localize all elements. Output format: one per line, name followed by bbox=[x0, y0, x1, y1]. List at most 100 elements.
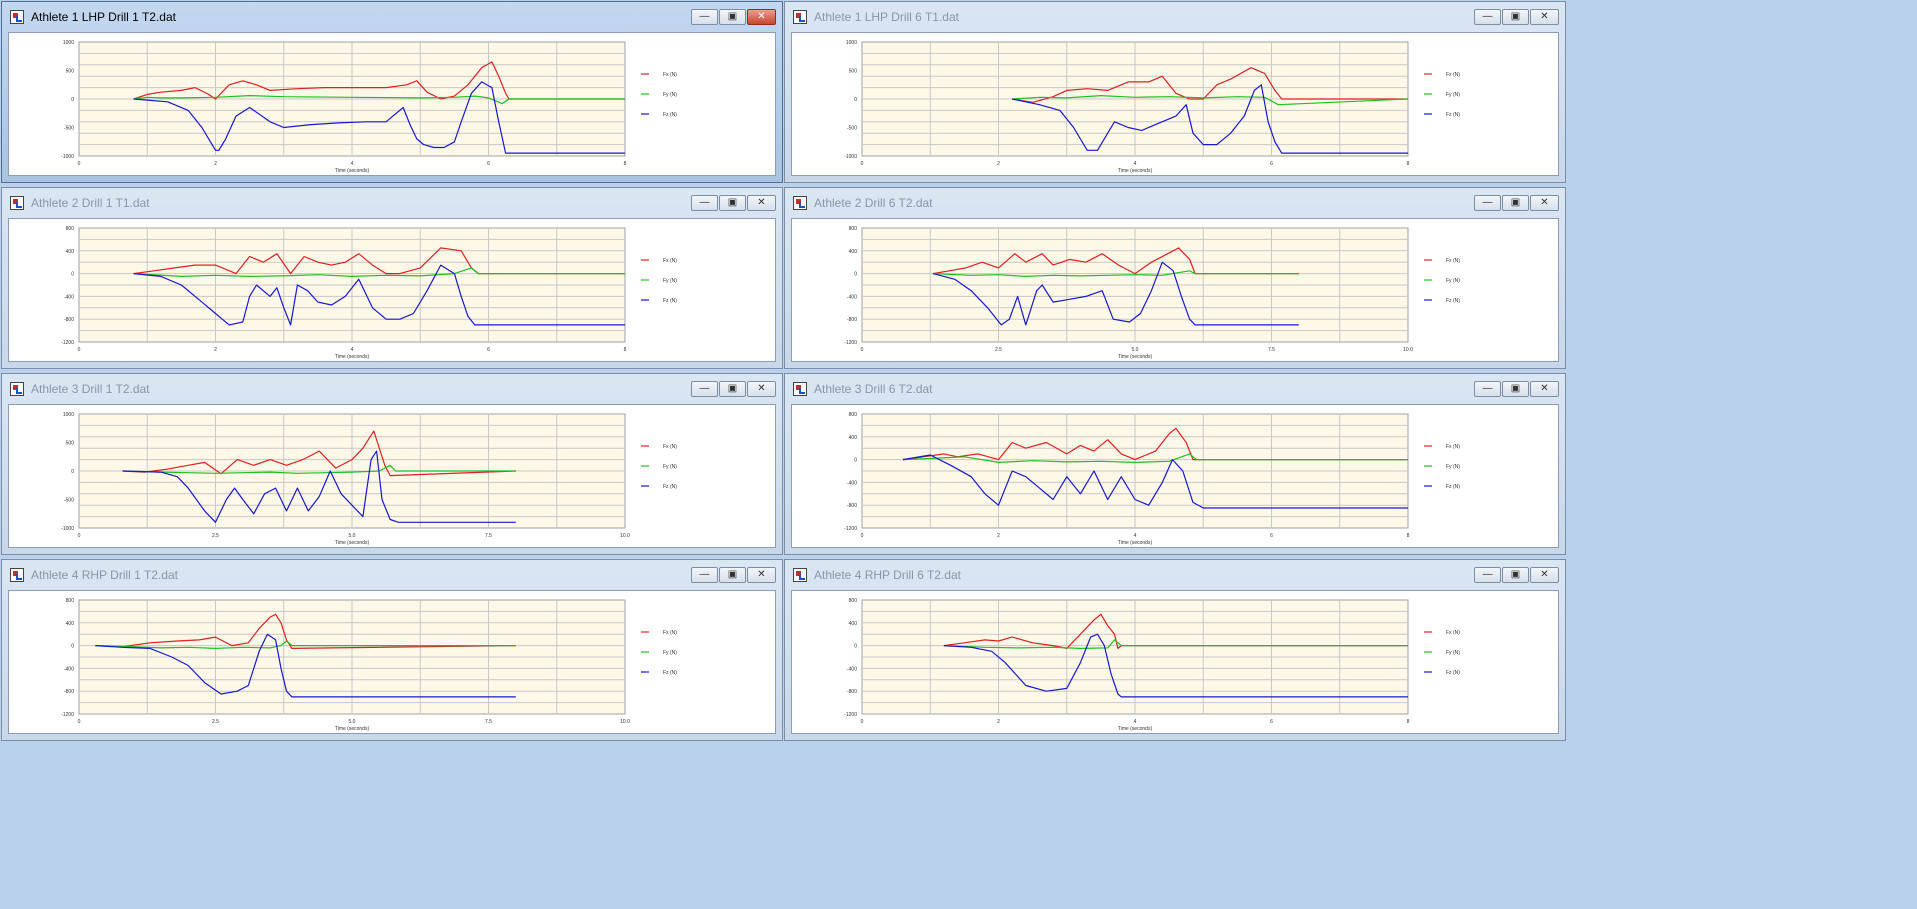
chart-area: 800 400 0 -400 -800 -1200 0 2 4 6 8 Time (seconds) F… bbox=[791, 590, 1559, 734]
minimize-button[interactable]: — bbox=[1474, 195, 1501, 211]
close-button[interactable]: ✕ bbox=[747, 9, 776, 25]
chart-window[interactable]: Athlete 2 Drill 6 T2.dat — ▣ ✕ 800 400 0 -400 -8… bbox=[784, 187, 1566, 369]
minimize-button[interactable]: — bbox=[691, 567, 718, 583]
minimize-button[interactable]: — bbox=[1474, 381, 1501, 397]
close-button[interactable]: ✕ bbox=[1530, 381, 1559, 397]
close-button[interactable]: ✕ bbox=[747, 195, 776, 211]
y-tick-label: -400 bbox=[847, 294, 857, 300]
window-titlebar[interactable]: Athlete 4 RHP Drill 1 T2.dat — ▣ ✕ bbox=[2, 560, 782, 590]
series-line-fy bbox=[1012, 94, 1409, 106]
x-axis-label: Time (seconds) bbox=[335, 540, 370, 546]
close-button[interactable]: ✕ bbox=[747, 567, 776, 583]
maximize-button[interactable]: ▣ bbox=[719, 9, 746, 25]
app-icon[interactable] bbox=[793, 568, 807, 582]
window-titlebar[interactable]: Athlete 1 LHP Drill 6 T1.dat — ▣ ✕ bbox=[785, 2, 1565, 32]
close-button[interactable]: ✕ bbox=[747, 381, 776, 397]
series-line-fy bbox=[122, 464, 516, 474]
line-chart: 800 400 0 -400 -800 -1200 0 2 4 6 8 Time (seconds) F… bbox=[844, 412, 1460, 546]
minimize-button[interactable]: — bbox=[691, 381, 718, 397]
y-tick-label: 400 bbox=[66, 249, 75, 255]
x-axis-label: Time (seconds) bbox=[1118, 354, 1153, 360]
close-button[interactable]: ✕ bbox=[1530, 9, 1559, 25]
window-title: Athlete 4 RHP Drill 1 T2.dat bbox=[31, 568, 178, 582]
app-icon[interactable] bbox=[793, 10, 807, 24]
minimize-button[interactable]: — bbox=[1474, 9, 1501, 25]
chart-window[interactable]: Athlete 2 Drill 1 T1.dat — ▣ ✕ 800 400 0 -400 -8… bbox=[1, 187, 783, 369]
chart-window[interactable]: Athlete 1 LHP Drill 1 T2.dat — ▣ ✕ 1000 500 0-… bbox=[1, 1, 783, 183]
chart-window[interactable]: Athlete 4 RHP Drill 1 T2.dat — ▣ ✕ 800 400 0 -4… bbox=[1, 559, 783, 741]
app-icon[interactable] bbox=[793, 382, 807, 396]
x-axis-label: Time (seconds) bbox=[335, 354, 370, 360]
minimize-icon: — bbox=[1482, 383, 1493, 394]
maximize-button[interactable]: ▣ bbox=[1502, 195, 1529, 211]
legend-label: Fx (N) bbox=[1446, 444, 1460, 450]
close-icon: ✕ bbox=[1540, 197, 1549, 208]
y-tick-label: -800 bbox=[847, 317, 857, 323]
app-icon[interactable] bbox=[793, 196, 807, 210]
window-titlebar[interactable]: Athlete 1 LHP Drill 1 T2.dat — ▣ ✕ bbox=[2, 2, 782, 32]
y-tick-label: 400 bbox=[849, 621, 858, 627]
x-axis-label: Time (seconds) bbox=[335, 168, 370, 174]
y-tick-label: 800 bbox=[849, 598, 858, 604]
chart-window[interactable]: Athlete 3 Drill 6 T2.dat — ▣ ✕ 800 400 0 -400 -8… bbox=[784, 373, 1566, 555]
minimize-icon: — bbox=[1482, 569, 1493, 580]
y-tick-label: 500 bbox=[66, 69, 75, 75]
maximize-button[interactable]: ▣ bbox=[719, 195, 746, 211]
maximize-button[interactable]: ▣ bbox=[1502, 567, 1529, 583]
series-line-fx bbox=[95, 613, 516, 650]
maximize-button[interactable]: ▣ bbox=[1502, 9, 1529, 25]
window-titlebar[interactable]: Athlete 3 Drill 6 T2.dat — ▣ ✕ bbox=[785, 374, 1565, 404]
x-tick-label: 6 bbox=[487, 161, 490, 167]
x-tick-label: 2.5 bbox=[212, 533, 219, 539]
y-tick-label: -800 bbox=[847, 503, 857, 509]
close-icon: ✕ bbox=[757, 569, 766, 580]
y-tick-label: -1200 bbox=[844, 526, 857, 532]
app-icon[interactable] bbox=[10, 568, 24, 582]
window-titlebar[interactable]: Athlete 3 Drill 1 T2.dat — ▣ ✕ bbox=[2, 374, 782, 404]
legend-label: Fx (N) bbox=[663, 444, 677, 450]
chart-window[interactable]: Athlete 1 LHP Drill 6 T1.dat — ▣ ✕ 1000 500 0-… bbox=[784, 1, 1566, 183]
y-tick-label: 500 bbox=[849, 69, 858, 75]
close-icon: ✕ bbox=[1540, 11, 1549, 22]
window-titlebar[interactable]: Athlete 4 RHP Drill 6 T2.dat — ▣ ✕ bbox=[785, 560, 1565, 590]
minimize-button[interactable]: — bbox=[691, 195, 718, 211]
maximize-icon: ▣ bbox=[727, 569, 738, 580]
app-icon[interactable] bbox=[10, 10, 24, 24]
line-chart: 1000 500 0 -500 -1000 0 2.5 5.0 7.5 10.0 Time (sec… bbox=[61, 412, 677, 546]
maximize-button[interactable]: ▣ bbox=[719, 567, 746, 583]
x-tick-label: 2 bbox=[214, 347, 217, 353]
legend-label: Fx (N) bbox=[1446, 630, 1460, 636]
x-tick-label: 8 bbox=[624, 161, 627, 167]
window-title: Athlete 3 Drill 6 T2.dat bbox=[814, 382, 933, 396]
chart-window[interactable]: Athlete 4 RHP Drill 6 T2.dat — ▣ ✕ 800 400 0 -4… bbox=[784, 559, 1566, 741]
legend-label: Fy (N) bbox=[663, 278, 677, 284]
close-button[interactable]: ✕ bbox=[1530, 567, 1559, 583]
y-tick-label: -500 bbox=[847, 126, 857, 132]
chart-window[interactable]: Athlete 3 Drill 1 T2.dat — ▣ ✕ 1000 500 0 -500 -… bbox=[1, 373, 783, 555]
x-tick-label: 0 bbox=[861, 347, 864, 353]
x-tick-label: 7.5 bbox=[485, 533, 492, 539]
y-tick-label: 0 bbox=[71, 272, 74, 278]
window-titlebar[interactable]: Athlete 2 Drill 1 T1.dat — ▣ ✕ bbox=[2, 188, 782, 218]
maximize-button[interactable]: ▣ bbox=[719, 381, 746, 397]
close-button[interactable]: ✕ bbox=[1530, 195, 1559, 211]
minimize-button[interactable]: — bbox=[1474, 567, 1501, 583]
window-title: Athlete 2 Drill 6 T2.dat bbox=[814, 196, 933, 210]
minimize-button[interactable]: — bbox=[691, 9, 718, 25]
maximize-button[interactable]: ▣ bbox=[1502, 381, 1529, 397]
app-icon[interactable] bbox=[10, 196, 24, 210]
app-icon[interactable] bbox=[10, 382, 24, 396]
series-line-fz bbox=[902, 454, 1408, 509]
series-line-fy bbox=[943, 639, 1408, 650]
chart-area: 1000 500 0 -500 -1000 0 2 4 6 8 Time (seconds) Fx (… bbox=[8, 32, 776, 176]
legend-label: Fx (N) bbox=[663, 258, 677, 264]
x-tick-label: 2 bbox=[997, 719, 1000, 725]
legend-label: Fy (N) bbox=[663, 92, 677, 98]
y-tick-label: 1000 bbox=[63, 412, 74, 418]
y-tick-label: -800 bbox=[64, 689, 74, 695]
window-titlebar[interactable]: Athlete 2 Drill 6 T2.dat — ▣ ✕ bbox=[785, 188, 1565, 218]
series-line-fy bbox=[95, 640, 516, 650]
x-tick-label: 5.0 bbox=[1132, 347, 1139, 353]
series-line-fx bbox=[133, 61, 625, 100]
line-chart: 800 400 0 -400 -800 -1200 0 2 4 6 8 Time (seconds) F… bbox=[844, 598, 1460, 732]
